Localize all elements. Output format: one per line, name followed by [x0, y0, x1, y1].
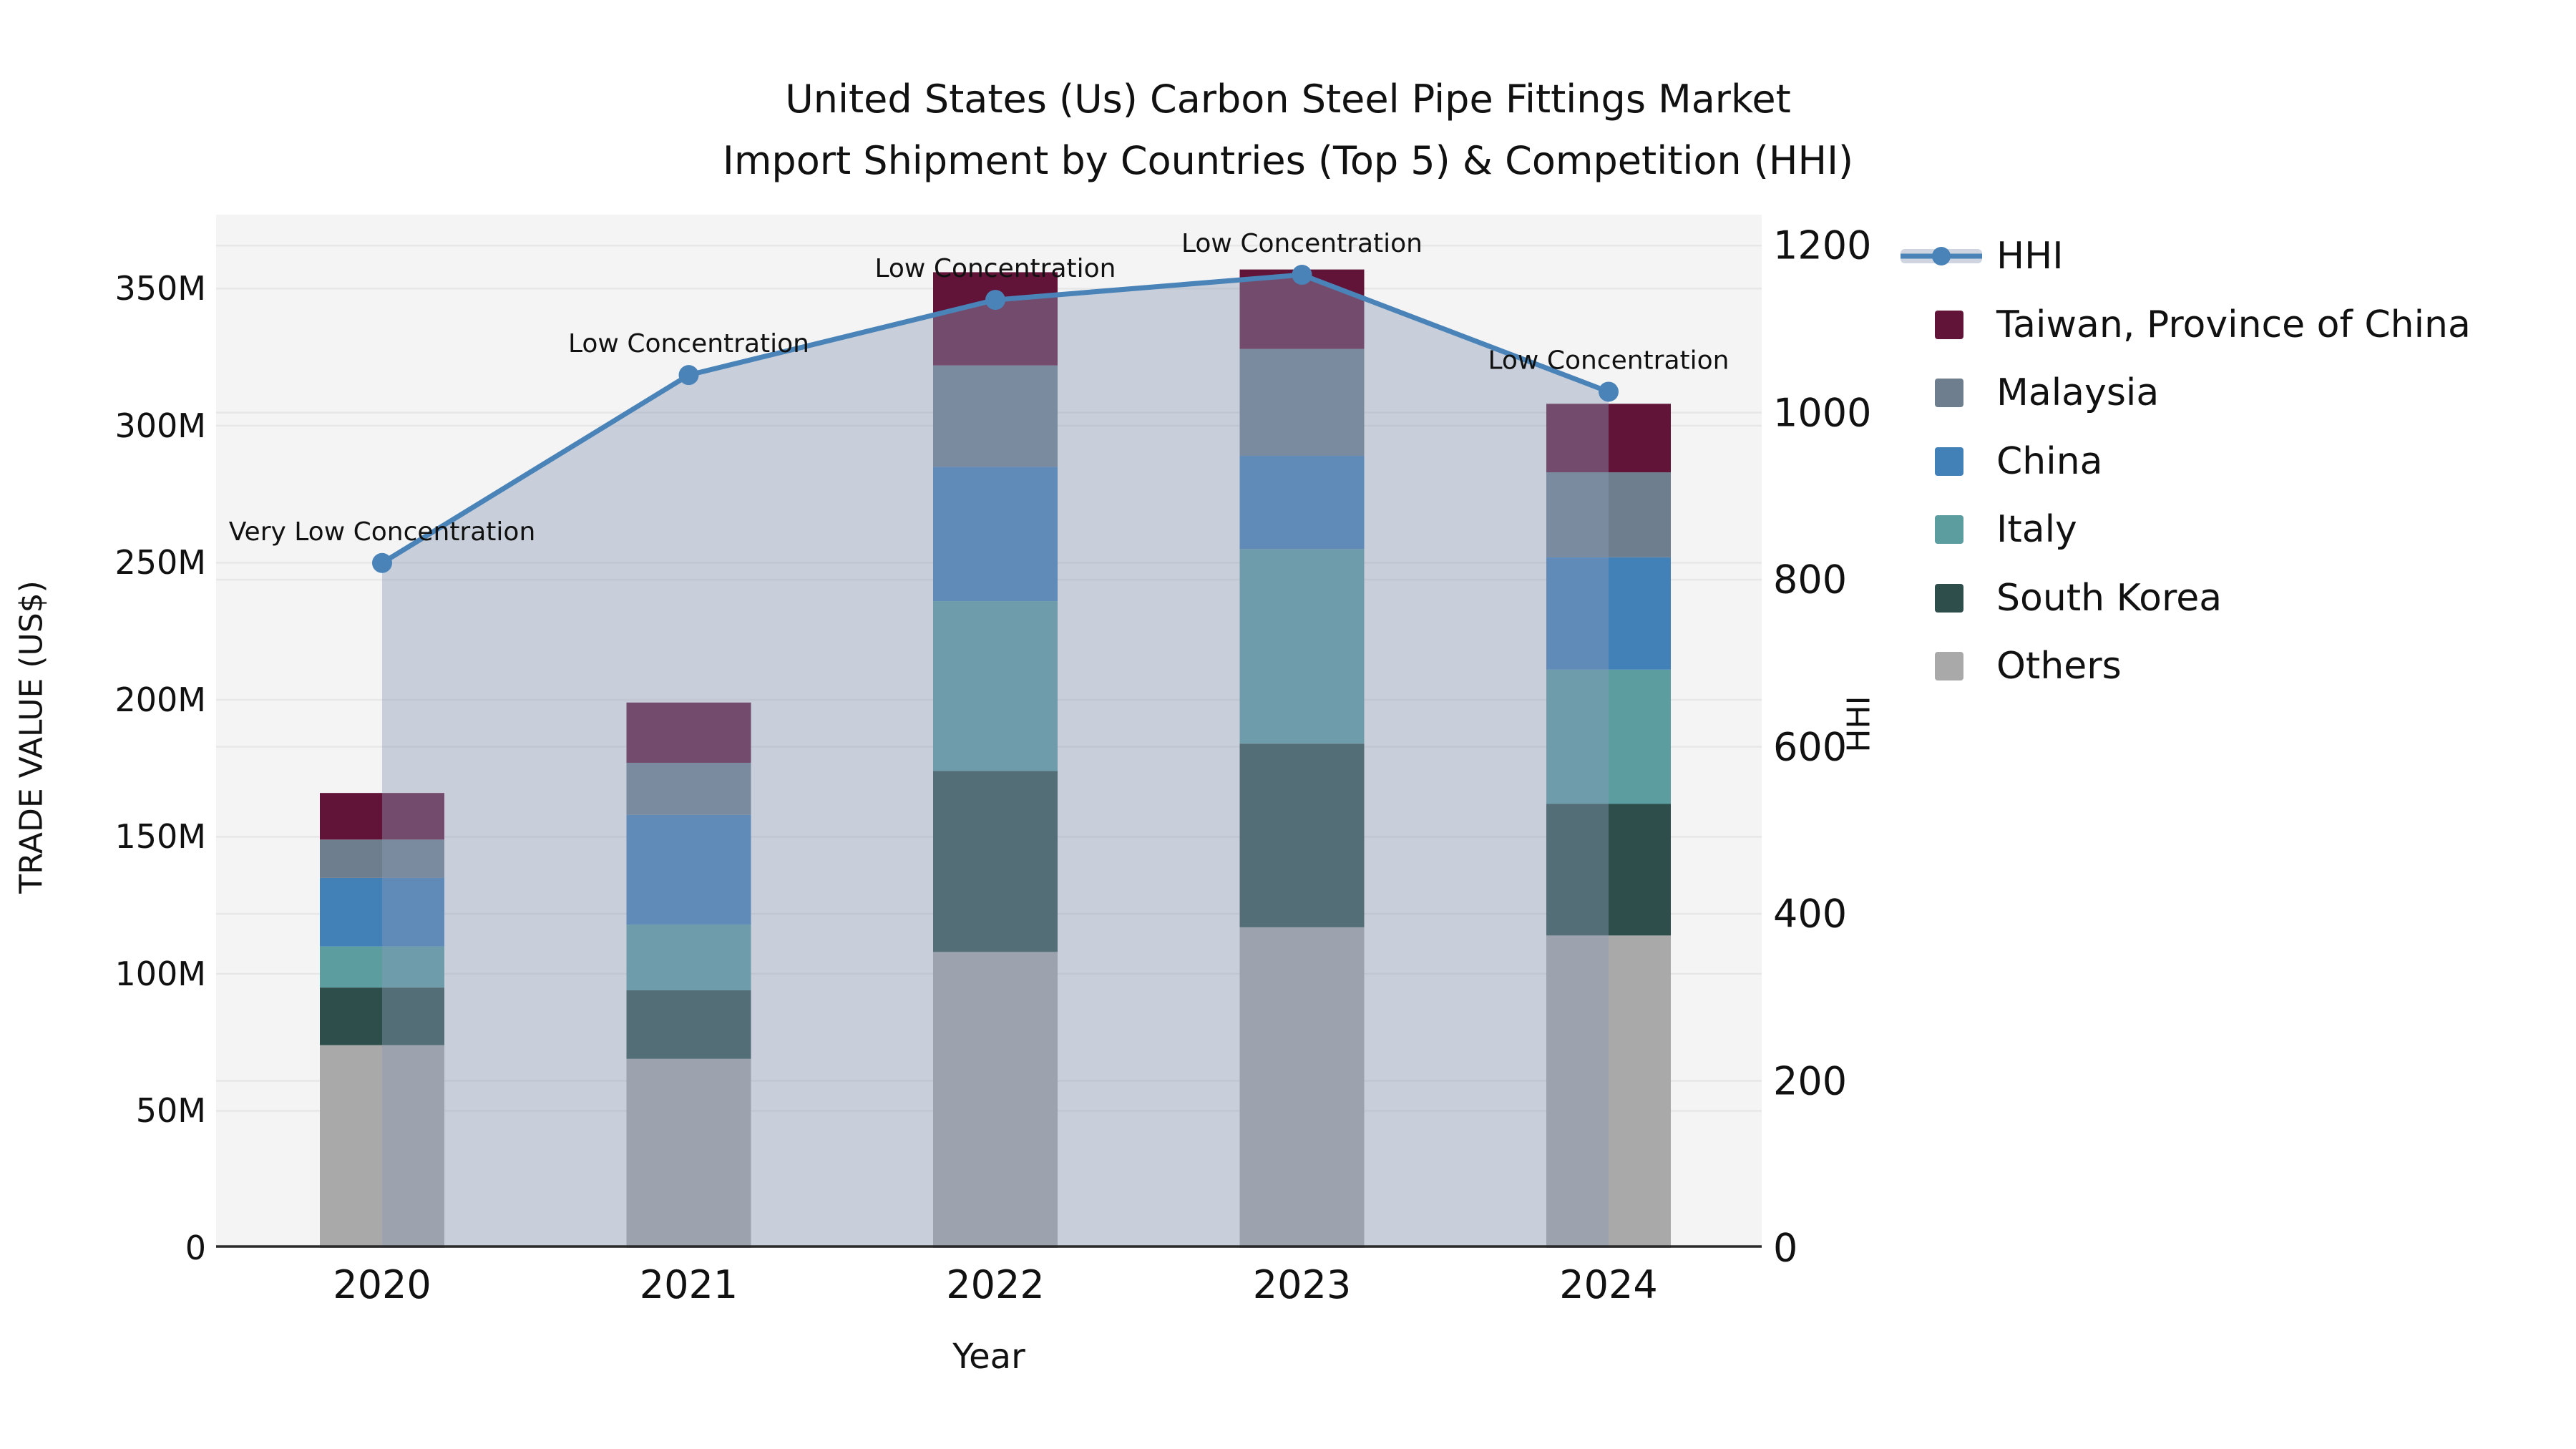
bar-segment — [1239, 927, 1365, 1248]
hhi-legend-marker-dot — [1932, 247, 1951, 265]
right-tick-label: 600 — [1773, 724, 1848, 770]
legend-color-swatch — [1935, 515, 1963, 544]
legend-label: Taiwan, Province of China — [1996, 303, 2471, 346]
bar-segment — [626, 702, 751, 763]
bar-segment — [626, 763, 751, 815]
bar-segment — [1546, 669, 1671, 804]
bar-segment — [320, 877, 444, 947]
bar-segment — [320, 987, 444, 1045]
concentration-annotation: Low Concentration — [874, 254, 1116, 283]
bar-segment — [933, 272, 1058, 366]
legend-label: HHI — [1996, 235, 2064, 278]
concentration-annotation: Low Concentration — [1488, 346, 1729, 375]
left-tick-label: 350M — [114, 269, 207, 308]
hhi-marker — [1292, 265, 1312, 286]
left-tick-label: 200M — [114, 680, 207, 719]
legend: HHI Taiwan, Province of China Malaysia Chin… — [1901, 0, 2576, 1449]
right-tick-label: 400 — [1773, 891, 1848, 937]
legend-item-malaysia: Malaysia — [1901, 371, 2576, 414]
x-tick-label-2021: 2021 — [639, 1262, 738, 1307]
legend-label: Others — [1996, 645, 2122, 688]
bar-segment — [1546, 404, 1671, 473]
left-tick-label: 150M — [114, 817, 207, 857]
hhi-marker — [1599, 381, 1619, 402]
legend-color-swatch — [1935, 310, 1963, 339]
left-tick-label: 100M — [114, 954, 207, 993]
x-tick-label-2024: 2024 — [1559, 1262, 1658, 1307]
legend-item-italy: Italy — [1901, 508, 2576, 551]
chart-title-line2: Import Shipment by Countries (Top 5) & C… — [722, 138, 1854, 183]
legend-color-swatch — [1935, 583, 1963, 613]
bar-segment — [1239, 743, 1365, 927]
left-tick-label: 300M — [114, 406, 207, 445]
chart-canvas: Very Low Concentration Low Concentration L… — [216, 229, 1762, 1248]
x-tick-label-2022: 2022 — [946, 1262, 1045, 1307]
bar-segment — [626, 990, 751, 1059]
hhi-marker — [985, 290, 1005, 311]
bar-segment — [1546, 472, 1671, 557]
bar-segment — [933, 601, 1058, 771]
legend-label: Malaysia — [1996, 371, 2160, 414]
bar-segment — [320, 839, 444, 878]
right-tick-label: 1000 — [1773, 390, 1872, 436]
legend-label: South Korea — [1996, 576, 2223, 620]
legend-color-swatch — [1935, 652, 1963, 680]
hhi-area-fill — [382, 275, 1609, 1248]
left-tick-label: 50M — [135, 1091, 206, 1131]
bar-segment — [1546, 804, 1671, 936]
bar-segment — [626, 1058, 751, 1248]
legend-color-swatch — [1935, 447, 1963, 476]
legend-item-south-korea: South Korea — [1901, 577, 2576, 620]
bar-segment — [933, 365, 1058, 467]
concentration-annotation: Low Concentration — [1181, 229, 1423, 258]
bar-segment — [933, 771, 1058, 952]
x-tick-label-2020: 2020 — [333, 1262, 431, 1307]
bar-segment — [1546, 557, 1671, 670]
plot-area: Very Low Concentration Low Concentration L… — [216, 215, 1762, 1248]
right-tick-label: 1200 — [1773, 223, 1872, 268]
legend-item-taiwan-province-of-china: Taiwan, Province of China — [1901, 303, 2576, 346]
legend-color-swatch — [1935, 379, 1963, 407]
bar-segment — [320, 793, 444, 840]
chart-title-line1: United States (Us) Carbon Steel Pipe Fit… — [785, 77, 1791, 122]
bar-segment — [1239, 348, 1365, 457]
hhi-marker — [678, 365, 699, 386]
legend-item-hhi: HHI — [1901, 235, 2576, 278]
bar-segment — [320, 1045, 444, 1248]
bar-segment — [626, 924, 751, 990]
right-tick-label: 800 — [1773, 557, 1848, 602]
legend-item-china: China — [1901, 440, 2576, 483]
left-tick-label: 250M — [114, 543, 207, 582]
right-tick-label: 200 — [1773, 1058, 1848, 1104]
bar-segment — [320, 946, 444, 988]
concentration-annotation: Low Concentration — [568, 329, 809, 358]
x-tick-label-2023: 2023 — [1252, 1262, 1352, 1307]
legend-label: Italy — [1996, 508, 2077, 551]
bar-segment — [1546, 935, 1671, 1248]
concentration-annotation: Very Low Concentration — [229, 517, 536, 547]
bar-segment — [933, 952, 1058, 1248]
legend-label: China — [1996, 439, 2103, 483]
left-tick-label: 0 — [185, 1229, 206, 1267]
bar-segment — [626, 814, 751, 925]
right-tick-label: 0 — [1773, 1225, 1798, 1271]
hhi-legend-band-swatch — [1901, 247, 1982, 265]
bar-segment — [933, 467, 1058, 602]
legend-item-others: Others — [1901, 645, 2576, 688]
x-axis-title: Year — [952, 1337, 1025, 1377]
bar-segment — [1239, 456, 1365, 550]
chart-title: United States (Us) Carbon Steel Pipe Fit… — [0, 69, 2576, 192]
hhi-marker — [372, 552, 392, 573]
bar-segment — [1239, 549, 1365, 744]
